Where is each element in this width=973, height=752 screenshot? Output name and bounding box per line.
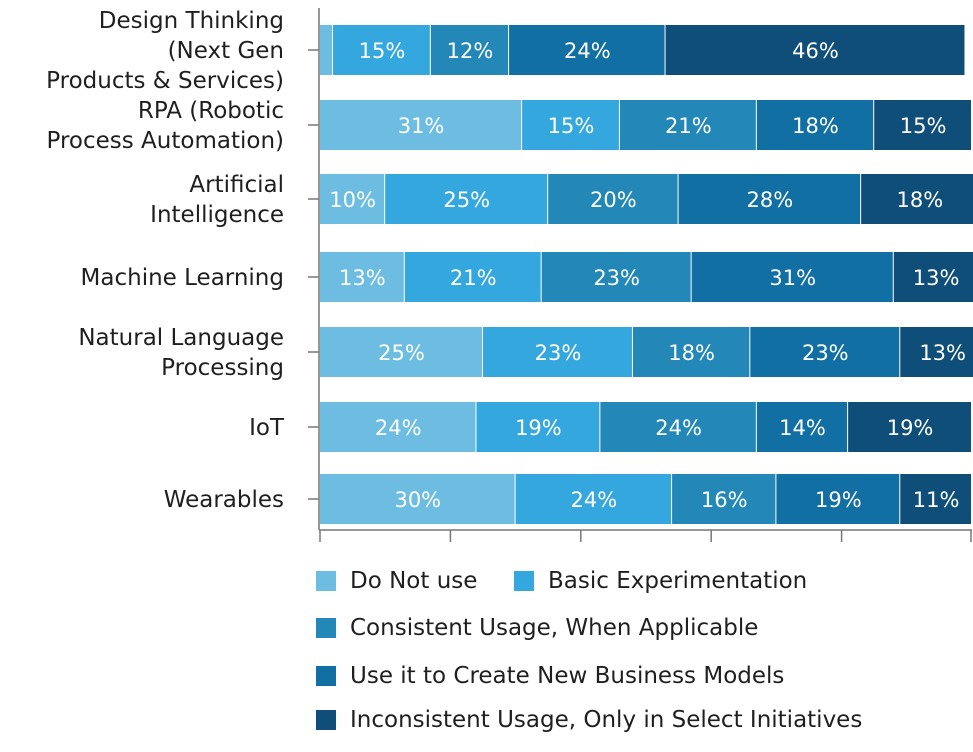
legend-label: Basic Experimentation <box>548 568 808 594</box>
bar-segment <box>776 474 900 524</box>
bar-segment <box>678 174 861 224</box>
legend-swatch <box>316 571 336 591</box>
legend-item: Basic Experimentation <box>514 566 807 596</box>
category-label: Wearables <box>164 487 284 513</box>
bar-segment <box>404 252 541 302</box>
bar-segment <box>320 252 404 302</box>
stacked-bar-chart: Design Thinking (Next Gen Products & Servi… <box>46 8 973 542</box>
bar-segment <box>385 174 548 224</box>
bar-segment <box>320 474 515 524</box>
bar-segment <box>320 402 476 452</box>
data-label: 30% <box>394 488 441 512</box>
data-label: 13% <box>913 266 960 290</box>
bar-segment <box>632 327 750 377</box>
bar-segment <box>665 25 965 75</box>
data-label: 23% <box>535 341 582 365</box>
data-label: 14% <box>779 416 826 440</box>
bar-segment <box>509 25 665 75</box>
data-label: 10% <box>329 188 376 212</box>
bar-segment <box>900 327 973 377</box>
legend-label: Use it to Create New Business Models <box>350 663 785 689</box>
data-label: 15% <box>548 114 595 138</box>
data-label: 15% <box>900 114 947 138</box>
data-label: 18% <box>668 341 715 365</box>
bar-segment <box>691 252 893 302</box>
legend-item: Use it to Create New Business Models <box>316 661 784 691</box>
bar-segment <box>320 327 482 377</box>
data-label: 11% <box>913 488 960 512</box>
data-label: 24% <box>655 416 702 440</box>
category-label: IoT <box>249 415 285 441</box>
bar-segment <box>515 474 672 524</box>
bar-segment <box>756 100 874 150</box>
category-label: Natural Language Processing <box>78 325 284 381</box>
bar-segment <box>483 327 632 377</box>
bar-segment <box>476 402 600 452</box>
bar-segment <box>333 25 430 75</box>
legend-swatch <box>316 710 336 730</box>
legend-label: Inconsistent Usage, Only in Select Initi… <box>350 707 863 733</box>
data-label: 28% <box>747 188 794 212</box>
bar-segment <box>430 25 509 75</box>
category-label: Design Thinking (Next Gen Products & Servi… <box>46 8 284 94</box>
legend-label: Consistent Usage, When Applicable <box>350 615 759 641</box>
y-axis <box>308 8 972 542</box>
legend-item: Do Not use <box>316 566 477 596</box>
legend-label: Do Not use <box>350 568 478 594</box>
bar-segment <box>893 252 973 302</box>
data-label: 46% <box>792 39 839 63</box>
legend-item: Consistent Usage, When Applicable <box>316 613 758 643</box>
legend-swatch <box>514 571 534 591</box>
category-label: Machine Learning <box>81 265 284 291</box>
data-label: 23% <box>593 266 640 290</box>
bar-segment <box>548 174 678 224</box>
bar-segment <box>900 474 971 524</box>
category-labels: Design Thinking (Next Gen Products & Servi… <box>46 8 285 513</box>
data-label: 16% <box>701 488 748 512</box>
bar-segment <box>874 100 971 150</box>
data-label: 31% <box>769 266 816 290</box>
data-label: 24% <box>570 488 617 512</box>
data-label: 13% <box>339 266 386 290</box>
segment-labels: 15% 12% 24% 46% 31% 15% 21% 18% 15% 10% 25% 20% 28% 1… <box>329 39 966 512</box>
data-label: 15% <box>359 39 406 63</box>
bar-segments <box>320 25 973 524</box>
data-label: 20% <box>590 188 637 212</box>
category-label: RPA (Robotic Process Automation) <box>47 98 285 154</box>
bar-segment <box>600 402 756 452</box>
category-label: Artificial Intelligence <box>150 172 284 228</box>
data-label: 23% <box>802 341 849 365</box>
data-label: 25% <box>443 188 490 212</box>
data-label: 12% <box>447 39 494 63</box>
data-label: 13% <box>919 341 966 365</box>
legend-swatch <box>316 666 336 686</box>
bar-segment <box>750 327 900 377</box>
data-label: 24% <box>375 416 422 440</box>
bar-segment <box>320 174 385 224</box>
bar-segment <box>848 402 971 452</box>
bar-segment <box>861 174 973 224</box>
data-label: 18% <box>792 114 839 138</box>
data-label: 18% <box>896 188 943 212</box>
bar-segment <box>756 402 848 452</box>
data-label: 25% <box>378 341 425 365</box>
data-label: 21% <box>450 266 497 290</box>
data-label: 21% <box>665 114 712 138</box>
data-label: 19% <box>815 488 862 512</box>
data-label: 24% <box>564 39 611 63</box>
bar-segment <box>522 100 619 150</box>
data-label: 19% <box>515 416 562 440</box>
legend-item: Inconsistent Usage, Only in Select Initi… <box>316 705 862 735</box>
bar-segment <box>320 25 333 75</box>
bar-segment <box>320 100 522 150</box>
legend-swatch <box>316 618 336 638</box>
data-label: 31% <box>398 114 445 138</box>
bar-segment <box>619 100 756 150</box>
bar-segment <box>541 252 691 302</box>
bar-segment <box>672 474 776 524</box>
data-label: 19% <box>887 416 934 440</box>
